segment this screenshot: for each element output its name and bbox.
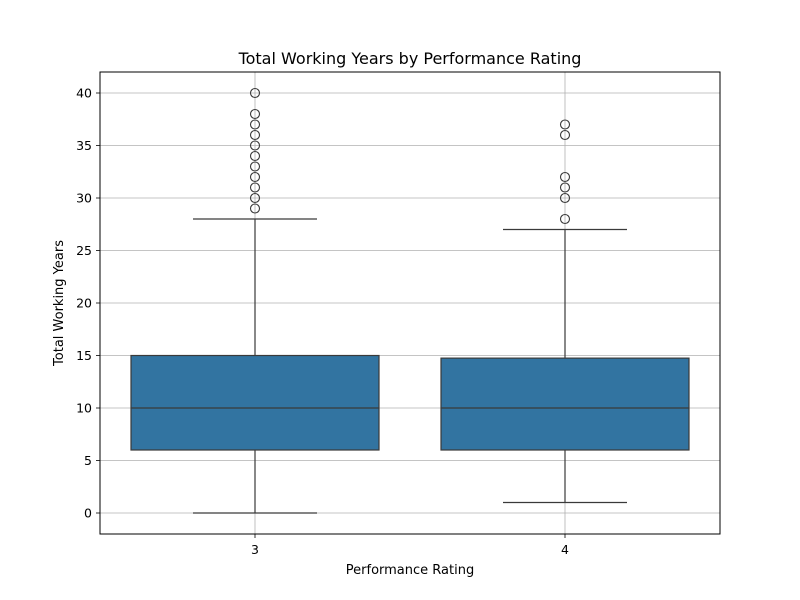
outlier-point bbox=[249, 203, 261, 214]
y-tick-label: 10 bbox=[76, 401, 92, 416]
y-tick-label: 15 bbox=[76, 348, 92, 363]
outlier-point bbox=[249, 140, 261, 151]
outlier-point bbox=[559, 129, 571, 141]
outlier-point bbox=[249, 171, 261, 183]
outlier-point bbox=[249, 192, 261, 204]
y-tick-label: 25 bbox=[76, 243, 92, 258]
x-tick-label: 4 bbox=[561, 542, 569, 557]
box-group bbox=[440, 119, 690, 504]
outlier-point bbox=[559, 192, 571, 204]
outlier-point bbox=[249, 87, 261, 99]
outlier-point bbox=[559, 171, 571, 183]
y-tick-label: 0 bbox=[84, 506, 92, 521]
iqr-box bbox=[440, 357, 690, 451]
box-group bbox=[130, 87, 380, 514]
outlier-point bbox=[249, 150, 261, 162]
y-axis-ticks: 0 5 10 15 20 25 30 35 40 bbox=[76, 86, 100, 521]
y-tick-label: 40 bbox=[76, 86, 92, 101]
x-tick-label: 3 bbox=[251, 542, 259, 557]
outlier-point bbox=[559, 213, 571, 225]
outlier-point bbox=[559, 119, 571, 130]
y-tick-label: 35 bbox=[76, 138, 92, 153]
outlier-point bbox=[249, 129, 261, 141]
chart-title: Total Working Years by Performance Ratin… bbox=[238, 49, 582, 68]
outlier-point bbox=[559, 182, 571, 193]
y-tick-label: 20 bbox=[76, 296, 92, 311]
outlier-point bbox=[249, 182, 261, 193]
outlier-point bbox=[249, 161, 261, 172]
y-axis-label: Total Working Years bbox=[52, 240, 67, 367]
y-tick-label: 30 bbox=[76, 191, 92, 206]
grid-layer bbox=[100, 72, 720, 534]
y-tick-label: 5 bbox=[84, 453, 92, 468]
boxes-layer bbox=[130, 87, 690, 514]
outlier-point bbox=[249, 119, 261, 130]
x-axis-label: Performance Rating bbox=[346, 563, 474, 578]
outlier-point bbox=[249, 108, 261, 120]
iqr-box bbox=[130, 354, 380, 451]
